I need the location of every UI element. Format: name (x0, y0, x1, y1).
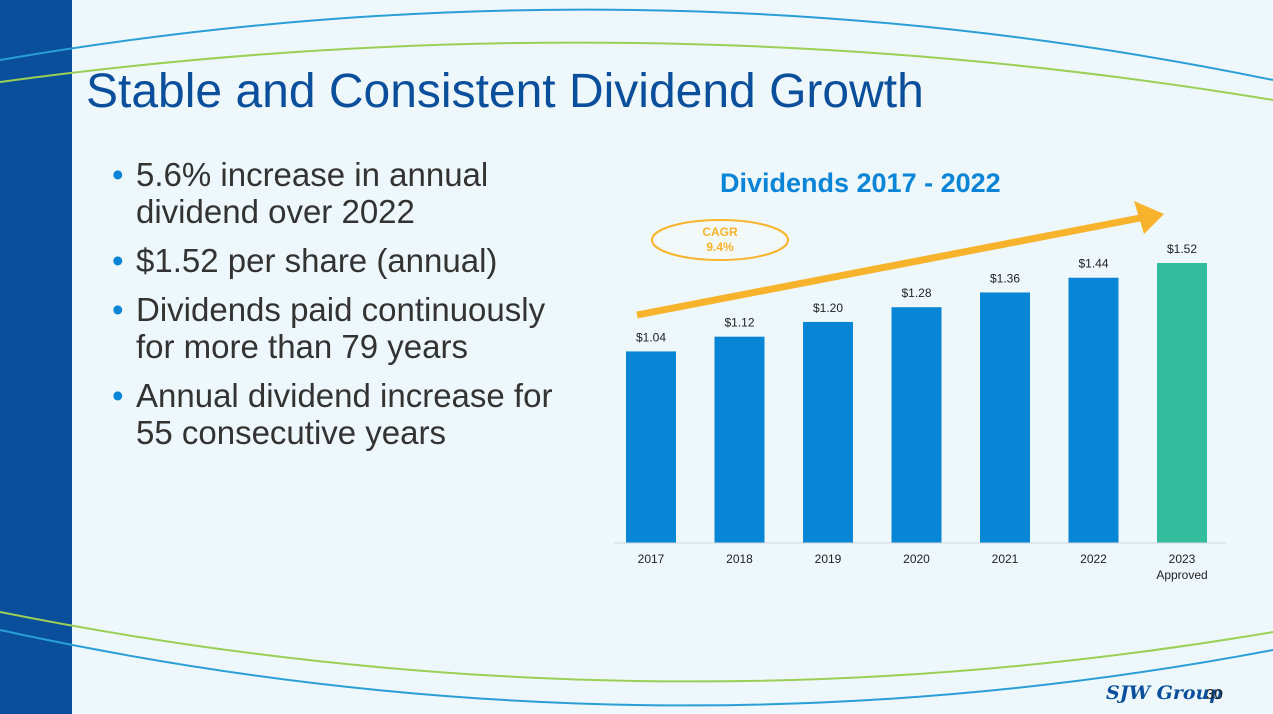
bullet-marker: • (112, 291, 124, 328)
bar-2020 (891, 307, 942, 543)
x-tick-label: 2023 Approved (1156, 552, 1207, 582)
cagr-label: CAGR (702, 225, 738, 239)
bullet-item: • $1.52 per share (annual) (112, 242, 592, 279)
bullet-list: • 5.6% increase in annual dividend over 2… (112, 156, 592, 463)
bars-layer: $1.04 2017 $1.12 2018 $1.20 2019 $1.28 2020 $1.3… (626, 242, 1208, 582)
x-tick-label: 2020 (903, 552, 930, 566)
bar-2019 (803, 321, 853, 543)
x-tick-label: 2021 (992, 552, 1019, 566)
left-brand-bar (0, 0, 72, 714)
bar-2021 (980, 292, 1030, 543)
x-tick-label: 2017 (638, 552, 665, 566)
x-tick-label: 2018 (726, 552, 753, 566)
bar-2022 (1068, 277, 1119, 543)
dividend-bar-chart: $1.04 2017 $1.12 2018 $1.20 2019 $1.28 2020 $1.3… (614, 201, 1226, 582)
bullet-marker: • (112, 377, 124, 414)
cagr-ellipse (651, 219, 789, 261)
bar-2017 (626, 351, 676, 543)
data-label: $1.12 (724, 316, 754, 330)
cagr-annotation: CAGR 9.4% (636, 201, 1164, 319)
data-label: $1.52 (1167, 242, 1197, 256)
bar-2018 (714, 336, 765, 543)
sjw-group-logo: SJW Group (1106, 682, 1223, 704)
bullet-text: $1.52 per share (annual) (136, 242, 498, 279)
bar-2023 (1157, 263, 1207, 543)
data-label: $1.04 (636, 330, 666, 344)
bullet-item: • 5.6% increase in annual dividend over 2… (112, 156, 592, 230)
cagr-trend-arrow-head (1134, 201, 1164, 234)
cagr-value: 9.4% (706, 240, 734, 254)
page-number: 30 (1206, 686, 1223, 703)
bullet-text: 5.6% increase in annual dividend over 20… (136, 156, 489, 230)
chart-title: Dividends 2017 - 2022 (720, 168, 1001, 198)
cagr-trend-arrow-shaft (636, 214, 1141, 319)
bullet-marker: • (112, 156, 124, 193)
bullet-text: Dividends paid continuously for more tha… (136, 291, 546, 365)
bullet-item: • Annual dividend increase for 55 consecu… (112, 377, 592, 451)
data-label: $1.36 (990, 271, 1020, 285)
bullet-marker: • (112, 242, 124, 279)
data-label: $1.20 (813, 301, 843, 315)
data-label: $1.28 (901, 286, 931, 300)
data-label: $1.44 (1078, 257, 1108, 271)
bullet-text: Annual dividend increase for 55 consecut… (136, 377, 553, 451)
x-tick-label: 2022 (1080, 552, 1107, 566)
x-tick-label: 2019 (815, 552, 842, 566)
slide-title: Stable and Consistent Dividend Growth (86, 65, 924, 118)
bullet-item: • Dividends paid continuously for more th… (112, 291, 592, 365)
